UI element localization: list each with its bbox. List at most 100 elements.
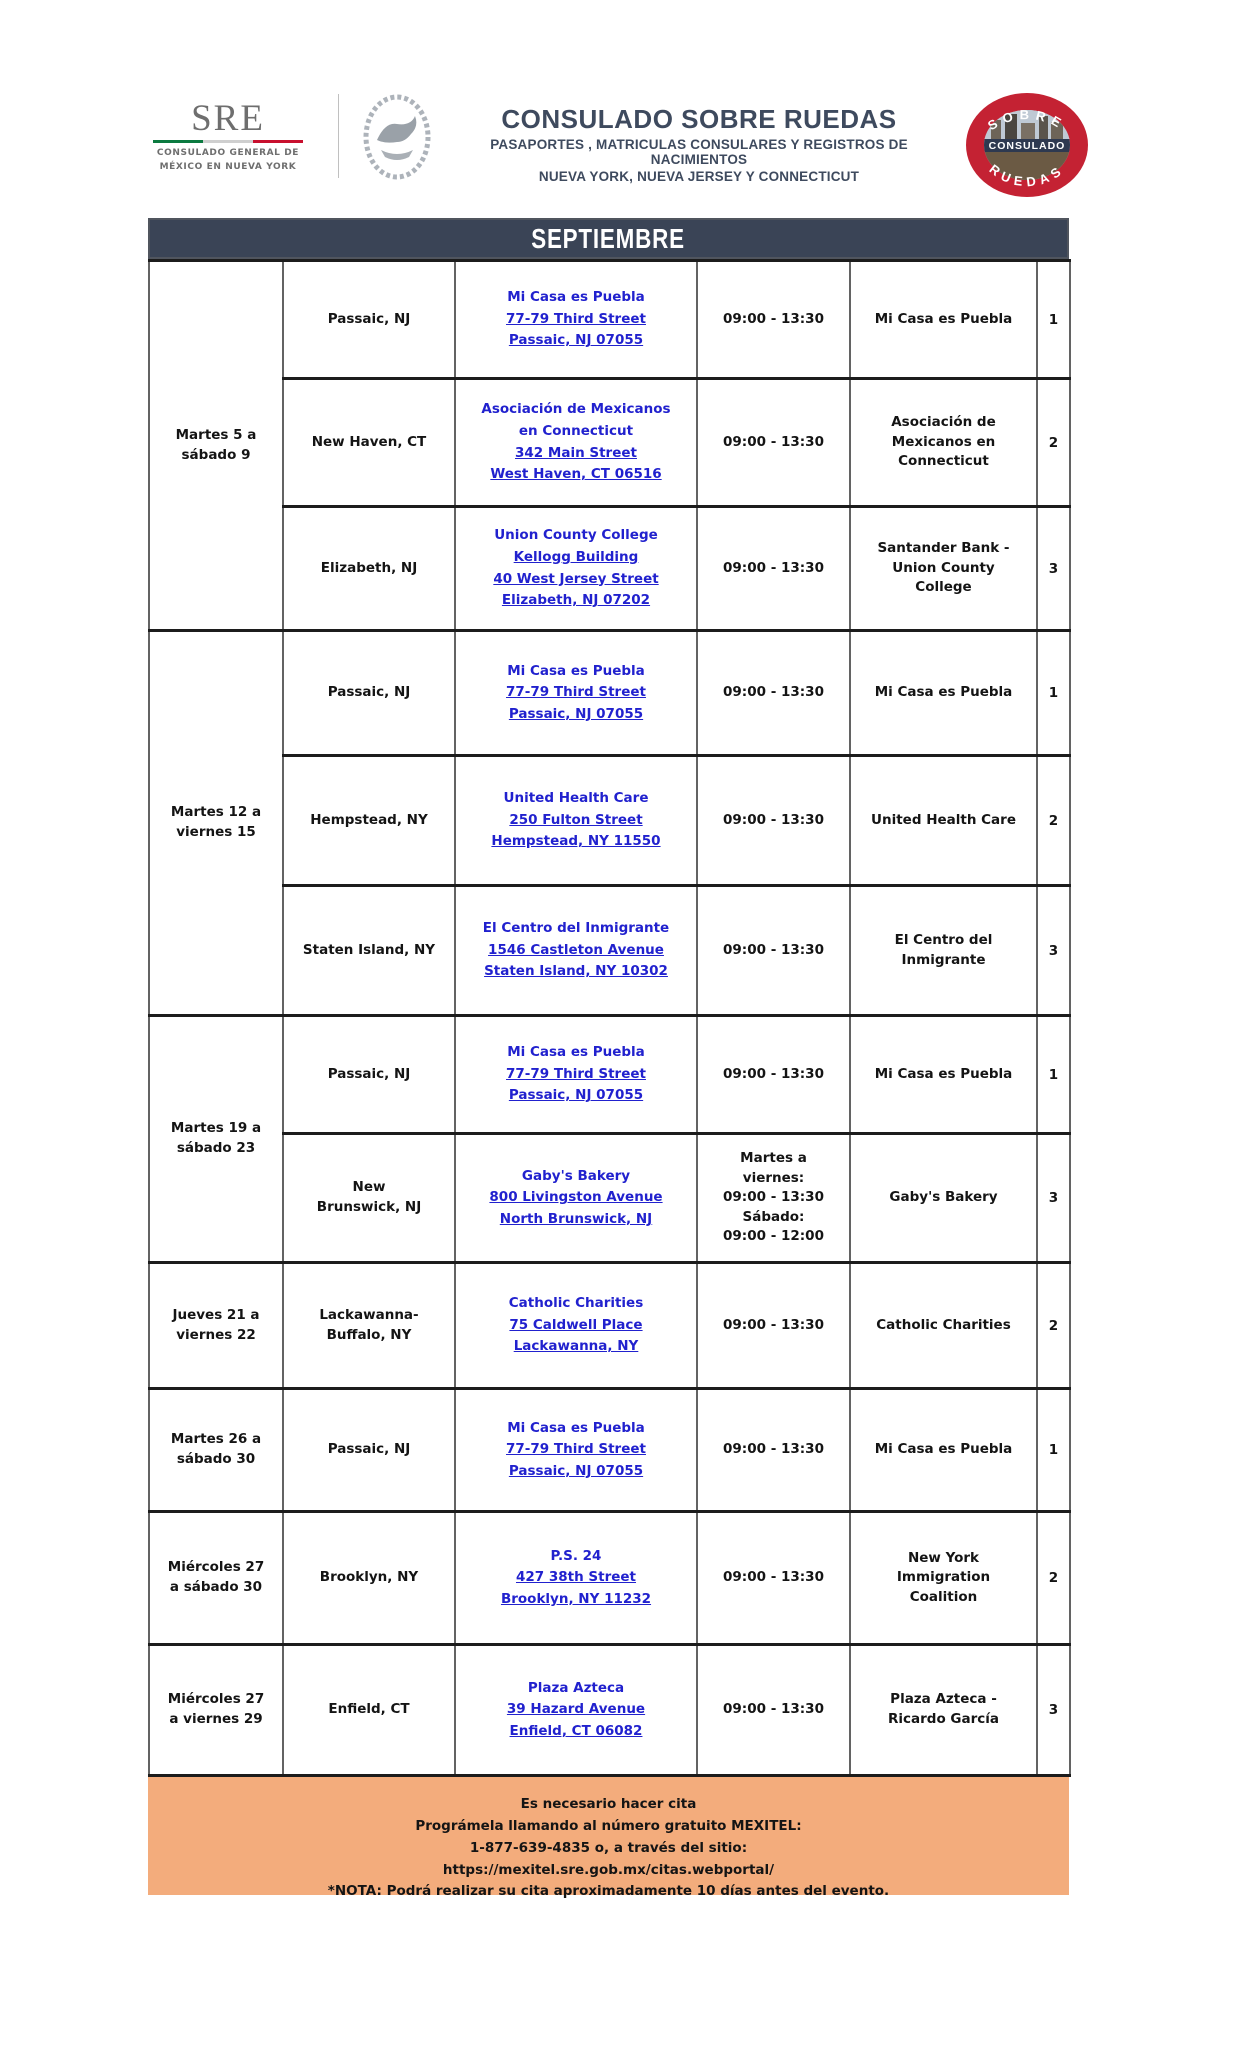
venue-address-link[interactable]: 77-79 Third Street (506, 1065, 646, 1082)
schedule-table: Martes 5 a sábado 9 Passaic, NJ Mi Casa … (148, 259, 1071, 1777)
venue-address-link[interactable]: Elizabeth, NJ 07202 (501, 592, 651, 609)
sequence-number-cell: 3 (1036, 1132, 1071, 1264)
city-cell: Passaic, NJ (282, 629, 456, 757)
venue-address-link[interactable]: Passaic, NJ 07055 (508, 1462, 644, 1479)
venue-address-link[interactable]: Hempstead, NY 11550 (491, 833, 661, 850)
time-cell: 09:00 - 13:30 (696, 1510, 851, 1646)
time-cell: 09:00 - 13:30 (696, 1387, 851, 1513)
venue-name: Catholic Charities (508, 1295, 644, 1312)
time-cell: 09:00 - 13:30 (696, 884, 851, 1017)
city-cell: Passaic, NJ (282, 1014, 456, 1135)
venue-address-link[interactable]: 75 Caldwell Place (509, 1316, 643, 1333)
appointment-notice: Es necesario hacer cita Prográmela llama… (148, 1777, 1069, 1899)
city-cell: Passaic, NJ (282, 259, 456, 380)
venue-address-link[interactable]: 40 West Jersey Street (493, 570, 659, 587)
city-cell: Lackawanna- Buffalo, NY (282, 1261, 456, 1390)
venue-address-cell: Mi Casa es Puebla 77-79 Third Street Pas… (454, 1014, 698, 1135)
schedule-row: Miércoles 27 a viernes 29 Enfield, CT Pl… (148, 1643, 1071, 1777)
venue-address-cell: Asociación de Mexicanos en Connecticut 3… (454, 377, 698, 508)
schedule-row: Hempstead, NY United Health Care 250 Ful… (149, 754, 1071, 887)
sequence-number-cell: 2 (1036, 377, 1071, 508)
schedule-row: New Haven, CT Asociación de Mexicanos en… (149, 377, 1071, 508)
date-range-cell: Miércoles 27 a sábado 30 (148, 1510, 284, 1646)
venue-address-link[interactable]: Staten Island, NY 10302 (484, 963, 668, 980)
schedule-row: Martes 19 a sábado 23 Passaic, NJ Mi Cas… (148, 1014, 1071, 1264)
page-subtitle-region: NUEVA YORK, NUEVA JERSEY Y CONNECTICUT (538, 169, 860, 184)
sobre-ruedas-badge: CONSULADO SOBRE RUEDAS (963, 90, 1091, 204)
venue-address-link[interactable]: 1546 Castleton Avenue (488, 941, 664, 958)
city-cell: Staten Island, NY (282, 884, 456, 1017)
venue-address-link[interactable]: Passaic, NJ 07055 (508, 332, 644, 349)
venue-address-link[interactable]: 77-79 Third Street (506, 684, 646, 701)
schedule-row: Jueves 21 a viernes 22 Lackawanna- Buffa… (148, 1261, 1071, 1390)
time-cell: 09:00 - 13:30 (696, 754, 851, 887)
venue-address-link[interactable]: Enfield, CT 06082 (509, 1722, 643, 1739)
time-cell: 09:00 - 13:30 (696, 505, 851, 632)
sre-org-name: CONSULADO GENERAL DE MÉXICO EN NUEVA YOR… (156, 148, 300, 172)
svg-text:CONSULADO: CONSULADO (989, 140, 1066, 152)
venue-name: P.S. 24 (550, 1547, 602, 1564)
city-cell: Elizabeth, NJ (282, 505, 456, 632)
venue-name: en Connecticut (518, 422, 634, 439)
sequence-number-cell: 1 (1036, 1387, 1071, 1513)
date-range-cell: Martes 12 a viernes 15 (148, 629, 284, 1017)
notice-line: Es necesario hacer cita (520, 1796, 697, 1812)
venue-address-link[interactable]: 77-79 Third Street (506, 1441, 646, 1458)
venue-name: United Health Care (503, 790, 649, 807)
venue-address-link[interactable]: West Haven, CT 06516 (490, 466, 662, 483)
date-range-cell: Martes 5 a sábado 9 (148, 259, 284, 632)
header-title-block: CONSULADO SOBRE RUEDAS PASAPORTES , MATR… (441, 88, 957, 184)
venue-address-link[interactable]: Kellogg Building (513, 548, 639, 565)
month-banner-label: SEPTIEMBRE (531, 222, 686, 254)
date-range-cell: Jueves 21 a viernes 22 (148, 1261, 284, 1390)
venue-address-link[interactable]: 250 Fulton Street (509, 811, 643, 828)
venue-name: Mi Casa es Puebla (507, 289, 645, 306)
mexico-coat-of-arms-icon (353, 90, 441, 188)
header-divider (338, 94, 339, 178)
sequence-number-cell: 2 (1036, 1261, 1071, 1390)
venue-name: Asociación de Mexicanos (481, 401, 671, 418)
venue-address-cell: Plaza Azteca 39 Hazard Avenue Enfield, C… (454, 1643, 698, 1777)
sre-acronym: SRE (191, 98, 265, 139)
venue-address-cell: P.S. 24 427 38th Street Brooklyn, NY 112… (454, 1510, 698, 1646)
city-cell: Enfield, CT (282, 1643, 456, 1777)
venue-address-cell: Mi Casa es Puebla 77-79 Third Street Pas… (454, 1387, 698, 1513)
date-range-cell: Martes 19 a sábado 23 (148, 1014, 284, 1264)
sponsor-cell: Santander Bank - Union County College (849, 505, 1038, 632)
sponsor-cell: Gaby's Bakery (849, 1132, 1038, 1264)
month-banner: SEPTIEMBRE (148, 218, 1069, 259)
venue-address-link[interactable]: 800 Livingston Avenue (489, 1189, 663, 1206)
date-range-cell: Miércoles 27 a viernes 29 (148, 1643, 284, 1777)
sequence-number-cell: 3 (1036, 1643, 1071, 1777)
venue-address-link[interactable]: 427 38th Street (515, 1569, 637, 1586)
sequence-number-cell: 1 (1036, 629, 1071, 757)
venue-address-link[interactable]: 77-79 Third Street (506, 310, 646, 327)
venue-address-link[interactable]: Passaic, NJ 07055 (508, 1087, 644, 1104)
venue-address-cell: Catholic Charities 75 Caldwell Place Lac… (454, 1261, 698, 1390)
sponsor-cell: United Health Care (849, 754, 1038, 887)
venue-name: Gaby's Bakery (521, 1167, 631, 1184)
venue-address-link[interactable]: 39 Hazard Avenue (506, 1701, 646, 1718)
document-header: SRE CONSULADO GENERAL DE MÉXICO EN NUEVA… (0, 0, 1243, 206)
sequence-number-cell: 1 (1036, 259, 1071, 380)
sponsor-cell: Asociación de Mexicanos en Connecticut (849, 377, 1038, 508)
schedule-row: Martes 26 a sábado 30 Passaic, NJ Mi Cas… (148, 1387, 1071, 1513)
city-cell: New Brunswick, NJ (282, 1132, 456, 1264)
sponsor-cell: Mi Casa es Puebla (849, 259, 1038, 380)
venue-address-link[interactable]: Lackawanna, NY (513, 1338, 639, 1355)
sequence-number-cell: 3 (1036, 505, 1071, 632)
time-cell: Martes a viernes: 09:00 - 13:30 Sábado: … (696, 1132, 851, 1264)
time-cell: 09:00 - 13:30 (696, 1261, 851, 1390)
notice-note: *NOTA: Podrá realizar su cita aproximada… (327, 1883, 890, 1900)
venue-address-link[interactable]: North Brunswick, NJ (499, 1210, 653, 1227)
venue-name: Mi Casa es Puebla (507, 662, 645, 679)
tricolor-rule (153, 140, 303, 143)
venue-address-link[interactable]: Brooklyn, NY 11232 (500, 1590, 652, 1607)
city-cell: New Haven, CT (282, 377, 456, 508)
venue-name: El Centro del Inmigrante (482, 920, 670, 937)
city-cell: Hempstead, NY (282, 754, 456, 887)
venue-address-link[interactable]: 342 Main Street (515, 444, 637, 461)
sre-logo: SRE CONSULADO GENERAL DE MÉXICO EN NUEVA… (128, 88, 328, 174)
venue-address-link[interactable]: Passaic, NJ 07055 (508, 705, 644, 722)
sponsor-cell: Mi Casa es Puebla (849, 1387, 1038, 1513)
